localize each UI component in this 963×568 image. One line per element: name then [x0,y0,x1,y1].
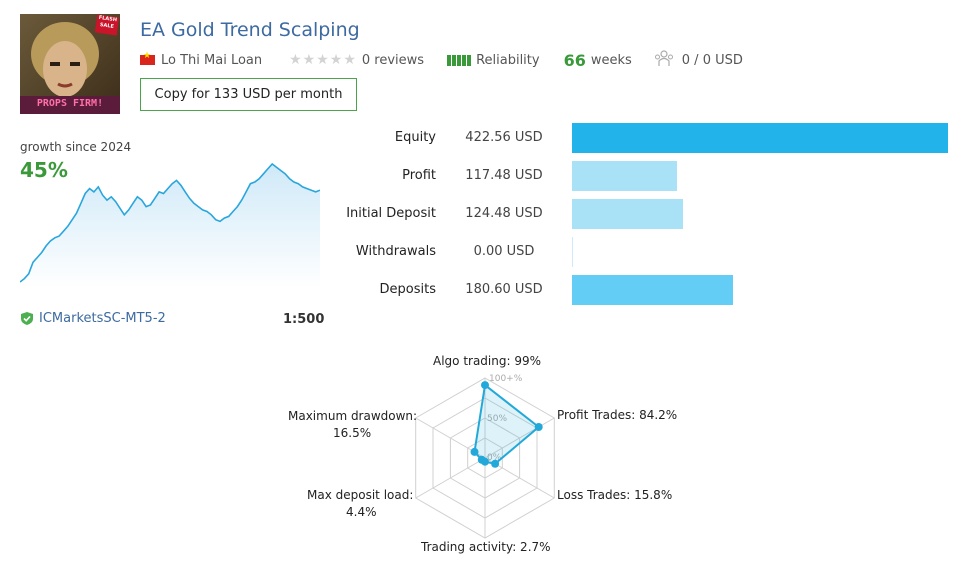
radar-label-max-drawdown: Maximum drawdown: [288,409,418,423]
stat-label-withdrawals: Withdrawals [355,244,436,259]
radar-value-max-drawdown: 16.5% [333,426,372,440]
radar-tick-100: 100+% [489,374,523,384]
broker-server[interactable]: ICMarketsSC-MT5-2 [20,311,166,326]
radar-axis [484,417,555,459]
radar-label-profit-trades: Profit Trades: 84.2% [557,408,678,422]
growth-label: growth since 2024 [20,140,132,154]
stat-label-profit: Profit [402,168,436,183]
stat-label-initial-deposit: Initial Deposit [346,206,436,221]
reviews-count[interactable]: 0 reviews [361,52,425,68]
growth-value: 45% [20,158,68,182]
stat-value-profit: 117.48 USD [465,168,543,183]
radar-point [470,447,479,456]
stat-value-equity: 422.56 USD [465,130,543,145]
radar-point [534,423,543,431]
radar-points [470,381,543,468]
stat-value-deposits: 180.60 USD [465,282,543,297]
signal-meta-row: Lo Thi Mai Loan ★★★★★ 0 reviews Reliabil… [140,49,743,71]
stat-value-withdrawals: 0.00 USD [473,244,535,259]
stat-bar-deposits [572,275,733,305]
radar-axis [415,457,486,499]
leverage-value: 1:500 [283,312,325,327]
stat-label-equity: Equity [394,130,436,145]
broker-name[interactable]: ICMarketsSC-MT5-2 [39,311,166,326]
subscribers-funds: 0 / 0 USD [681,52,743,68]
radar-point [481,381,489,390]
subscribers-icon [654,49,674,71]
signal-title[interactable]: EA Gold Trend Scalping [140,19,360,41]
radar-label-algo-trading: Algo trading: 99% [433,354,542,368]
radar-point [477,455,486,464]
stat-value-initial-deposit: 124.48 USD [465,206,543,221]
stat-bar-profit [572,161,677,191]
radar-chart: 100+% 50% 0% [415,374,555,539]
radar-tick-50: 50% [487,414,507,424]
stat-bar-initial-deposit [572,199,683,229]
radar-label-trading-activity: Trading activity: 2.7% [421,540,551,554]
stat-label-deposits: Deposits [379,282,436,297]
stat-bar-equity [572,123,948,153]
reliability-label: Reliability [476,52,540,68]
radar-value-max-deposit-load: 4.4% [346,505,377,519]
sale-badge: FLASH SALE [94,14,120,36]
sale-badge-text: FLASH SALE [98,14,118,30]
radar-label-loss-trades: Loss Trades: 15.8% [557,488,673,502]
radar-label-max-deposit-load: Max deposit load: [307,488,414,502]
radar-polygon [473,383,541,465]
avatar-caption: PROPS FIRM! [36,98,104,109]
radar-point [491,459,500,468]
weeks-value: 66 [563,50,586,70]
verified-shield-icon [21,312,33,325]
reliability-bars-icon [447,54,472,66]
growth-area [20,164,320,288]
vietnam-flag-icon [140,51,155,65]
growth-line [20,162,320,283]
copy-signal-button[interactable]: Copy for 133 USD per month [140,78,357,111]
radar-tick-0: 0% [487,453,502,463]
rating-stars-icon[interactable]: ★★★★★ [289,52,357,68]
weeks-label: weeks [590,52,632,68]
growth-chart[interactable] [20,158,320,288]
stat-bar-withdrawals [572,237,573,267]
author-name[interactable]: Lo Thi Mai Loan [161,52,263,68]
author-avatar[interactable]: FLASH SALE PROPS FIRM! [20,14,120,114]
